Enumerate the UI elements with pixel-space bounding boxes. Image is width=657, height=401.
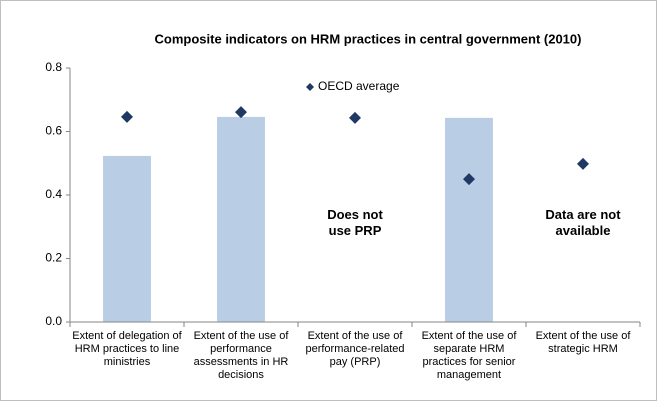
bar <box>103 155 151 322</box>
marker <box>121 110 133 123</box>
y-tick-label: 0.8 <box>45 60 62 74</box>
x-tick-label: Extent of delegation of HRM practices to… <box>72 330 182 368</box>
bar <box>445 117 493 322</box>
marker <box>235 106 247 119</box>
marker <box>577 157 589 170</box>
legend-marker <box>306 83 314 91</box>
x-tick-label: Extent of the use of strategic HRM <box>535 330 631 355</box>
x-tick-label: Extent of the use of performance-related… <box>305 330 405 368</box>
y-tick-label: 0.0 <box>45 314 62 328</box>
annotation: Does not use PRP <box>327 206 383 238</box>
y-tick-label: 0.4 <box>45 187 62 201</box>
marker <box>463 173 475 186</box>
y-tick-label: 0.2 <box>45 251 62 265</box>
x-tick-label: Extent of the use of performance assessm… <box>193 330 289 381</box>
chart-title: Composite indicators on HRM practices in… <box>155 31 582 46</box>
marker <box>349 111 361 124</box>
x-tick-label: Extent of the use of separate HRM practi… <box>421 330 517 381</box>
bar <box>217 116 265 323</box>
annotation: Data are not available <box>545 206 621 238</box>
y-tick-label: 0.6 <box>45 124 62 138</box>
legend-label: OECD average <box>318 79 400 93</box>
